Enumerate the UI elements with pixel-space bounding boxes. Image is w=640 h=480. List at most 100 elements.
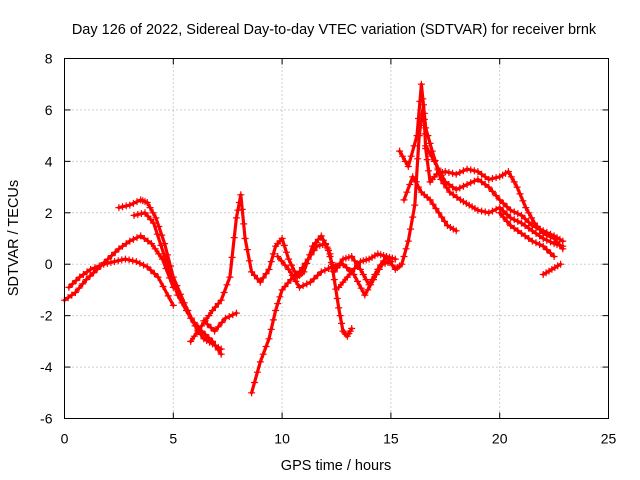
data-point-marker <box>205 312 213 320</box>
data-point-marker <box>143 263 151 271</box>
data-point-marker <box>79 271 87 278</box>
data-point-marker <box>222 314 229 322</box>
data-point-marker <box>157 241 165 249</box>
data-point-marker <box>274 253 282 260</box>
data-point-marker <box>69 280 76 288</box>
data-series <box>61 80 567 397</box>
data-point-marker <box>536 232 544 240</box>
series-arc-13 <box>496 209 558 260</box>
data-point-marker <box>478 170 486 178</box>
data-point-marker <box>518 211 525 219</box>
data-point-marker <box>140 261 148 269</box>
data-point-marker <box>385 257 393 265</box>
x-tick-label: 25 <box>601 431 617 447</box>
data-point-marker <box>126 237 134 245</box>
data-point-marker <box>485 183 493 191</box>
data-point-marker <box>547 238 554 246</box>
data-point-marker <box>361 291 369 299</box>
data-point-marker <box>413 132 421 140</box>
data-point-marker <box>228 253 236 261</box>
data-point-marker <box>165 265 173 273</box>
x-tick-label: 15 <box>383 431 399 447</box>
data-point-marker <box>307 251 315 259</box>
data-point-marker <box>129 235 137 243</box>
series-arc-12 <box>422 142 567 245</box>
data-point-marker <box>445 181 453 188</box>
data-point-marker <box>401 157 409 165</box>
data-point-marker <box>214 323 222 331</box>
series-arc-5 <box>187 191 399 345</box>
data-point-marker <box>510 224 518 232</box>
data-point-marker <box>543 229 551 236</box>
data-point-marker <box>425 167 433 175</box>
data-point-marker <box>474 206 482 214</box>
data-point-marker <box>190 332 198 340</box>
data-point-marker <box>357 284 365 292</box>
data-point-marker <box>543 246 551 254</box>
data-point-marker <box>398 260 406 268</box>
data-point-marker <box>359 271 367 278</box>
data-point-marker <box>325 247 332 254</box>
data-point-marker <box>190 319 198 326</box>
data-point-marker <box>402 245 410 253</box>
data-point-marker <box>205 334 213 342</box>
data-point-marker <box>425 147 433 155</box>
data-point-marker <box>256 358 264 366</box>
data-point-marker <box>463 181 471 188</box>
data-point-marker <box>539 242 547 250</box>
y-tick-label: 2 <box>45 205 53 221</box>
data-point-marker <box>79 280 87 288</box>
data-point-marker <box>187 337 195 345</box>
data-point-marker <box>76 273 84 281</box>
data-point-marker <box>351 257 359 265</box>
data-point-marker <box>424 132 432 140</box>
data-point-marker <box>434 164 442 172</box>
data-point-marker <box>456 169 464 176</box>
data-point-marker <box>453 193 461 201</box>
data-point-marker <box>147 266 155 274</box>
data-point-marker <box>481 181 489 188</box>
data-point-marker <box>280 241 288 249</box>
data-point-marker <box>174 291 182 299</box>
data-point-marker <box>474 168 482 176</box>
y-axis-label: SDTVAR / TECUs <box>6 180 22 296</box>
data-point-marker <box>507 206 515 214</box>
y-tick-label: 6 <box>45 102 53 118</box>
data-point-marker <box>161 253 169 260</box>
data-point-marker <box>129 199 137 207</box>
data-point-marker <box>396 147 404 155</box>
x-tick-label: 5 <box>169 431 177 447</box>
data-point-marker <box>234 206 242 214</box>
data-point-marker <box>310 247 318 254</box>
data-point-marker <box>514 217 522 225</box>
data-point-marker <box>532 229 540 237</box>
data-point-marker <box>262 343 270 350</box>
data-point-marker <box>332 262 340 270</box>
data-point-marker <box>557 260 565 268</box>
data-point-marker <box>528 214 536 222</box>
data-point-marker <box>137 210 145 218</box>
data-point-marker <box>339 260 347 268</box>
data-point-marker <box>143 199 151 206</box>
data-point-marker <box>317 268 325 276</box>
data-point-marker <box>518 219 525 227</box>
data-point-marker <box>130 211 138 219</box>
data-point-marker <box>452 227 460 235</box>
data-point-marker <box>129 257 137 265</box>
data-point-marker <box>528 237 536 245</box>
data-point-marker <box>423 156 431 164</box>
data-point-marker <box>391 255 399 263</box>
data-point-marker <box>327 259 335 266</box>
y-tick-label: 4 <box>45 153 53 169</box>
data-point-marker <box>253 368 261 376</box>
data-point-marker <box>375 265 383 273</box>
data-point-marker <box>182 307 190 314</box>
x-tick-label: 0 <box>61 431 69 447</box>
data-point-marker <box>507 214 515 222</box>
series-arc-10 <box>396 80 567 250</box>
data-point-marker <box>415 115 422 122</box>
data-point-marker <box>283 248 290 256</box>
data-point-marker <box>325 265 332 272</box>
data-point-marker <box>400 253 408 260</box>
